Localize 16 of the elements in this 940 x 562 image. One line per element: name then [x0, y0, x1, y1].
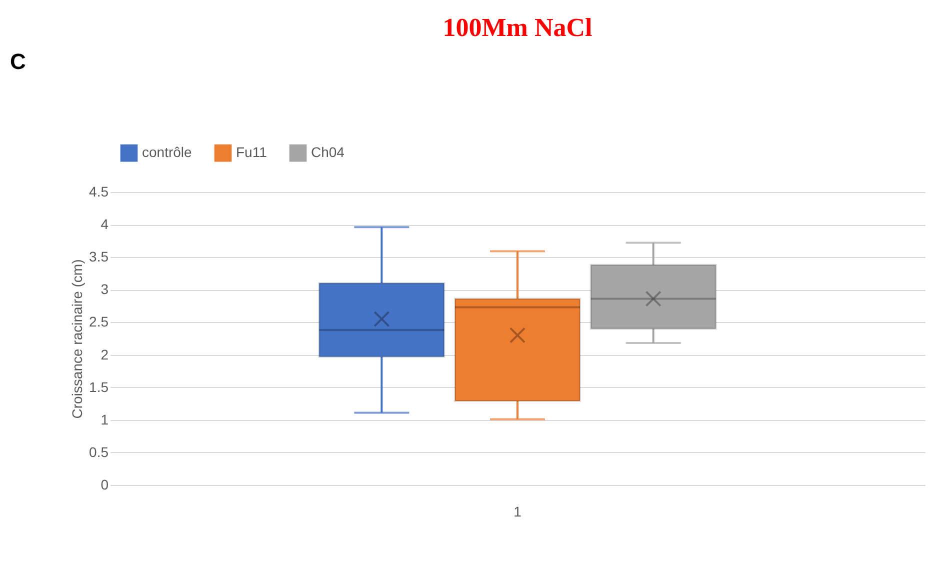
y-tick-label: 1	[100, 411, 109, 428]
y-tick-label: 1.5	[89, 378, 109, 395]
y-tick-label: 2.5	[89, 314, 109, 330]
legend-label: contrôle	[142, 144, 192, 160]
y-tick-label: 2	[100, 346, 109, 362]
y-tick-label: 4.5	[89, 184, 109, 200]
y-tick-label: 3	[100, 281, 109, 298]
y-tick-label: 4	[100, 216, 109, 232]
y-tick-label: 0.5	[89, 444, 109, 460]
y-tick-label: 0	[100, 476, 109, 492]
legend-label: Ch04	[311, 144, 345, 160]
legend-label: Fu11	[236, 144, 268, 160]
text: C	[10, 49, 26, 74]
y-axis-title: Croissance racinaire (cm)	[69, 259, 86, 419]
chart-title: 100Mm NaCl	[442, 13, 592, 42]
y-tick-label: 3.5	[89, 248, 109, 265]
